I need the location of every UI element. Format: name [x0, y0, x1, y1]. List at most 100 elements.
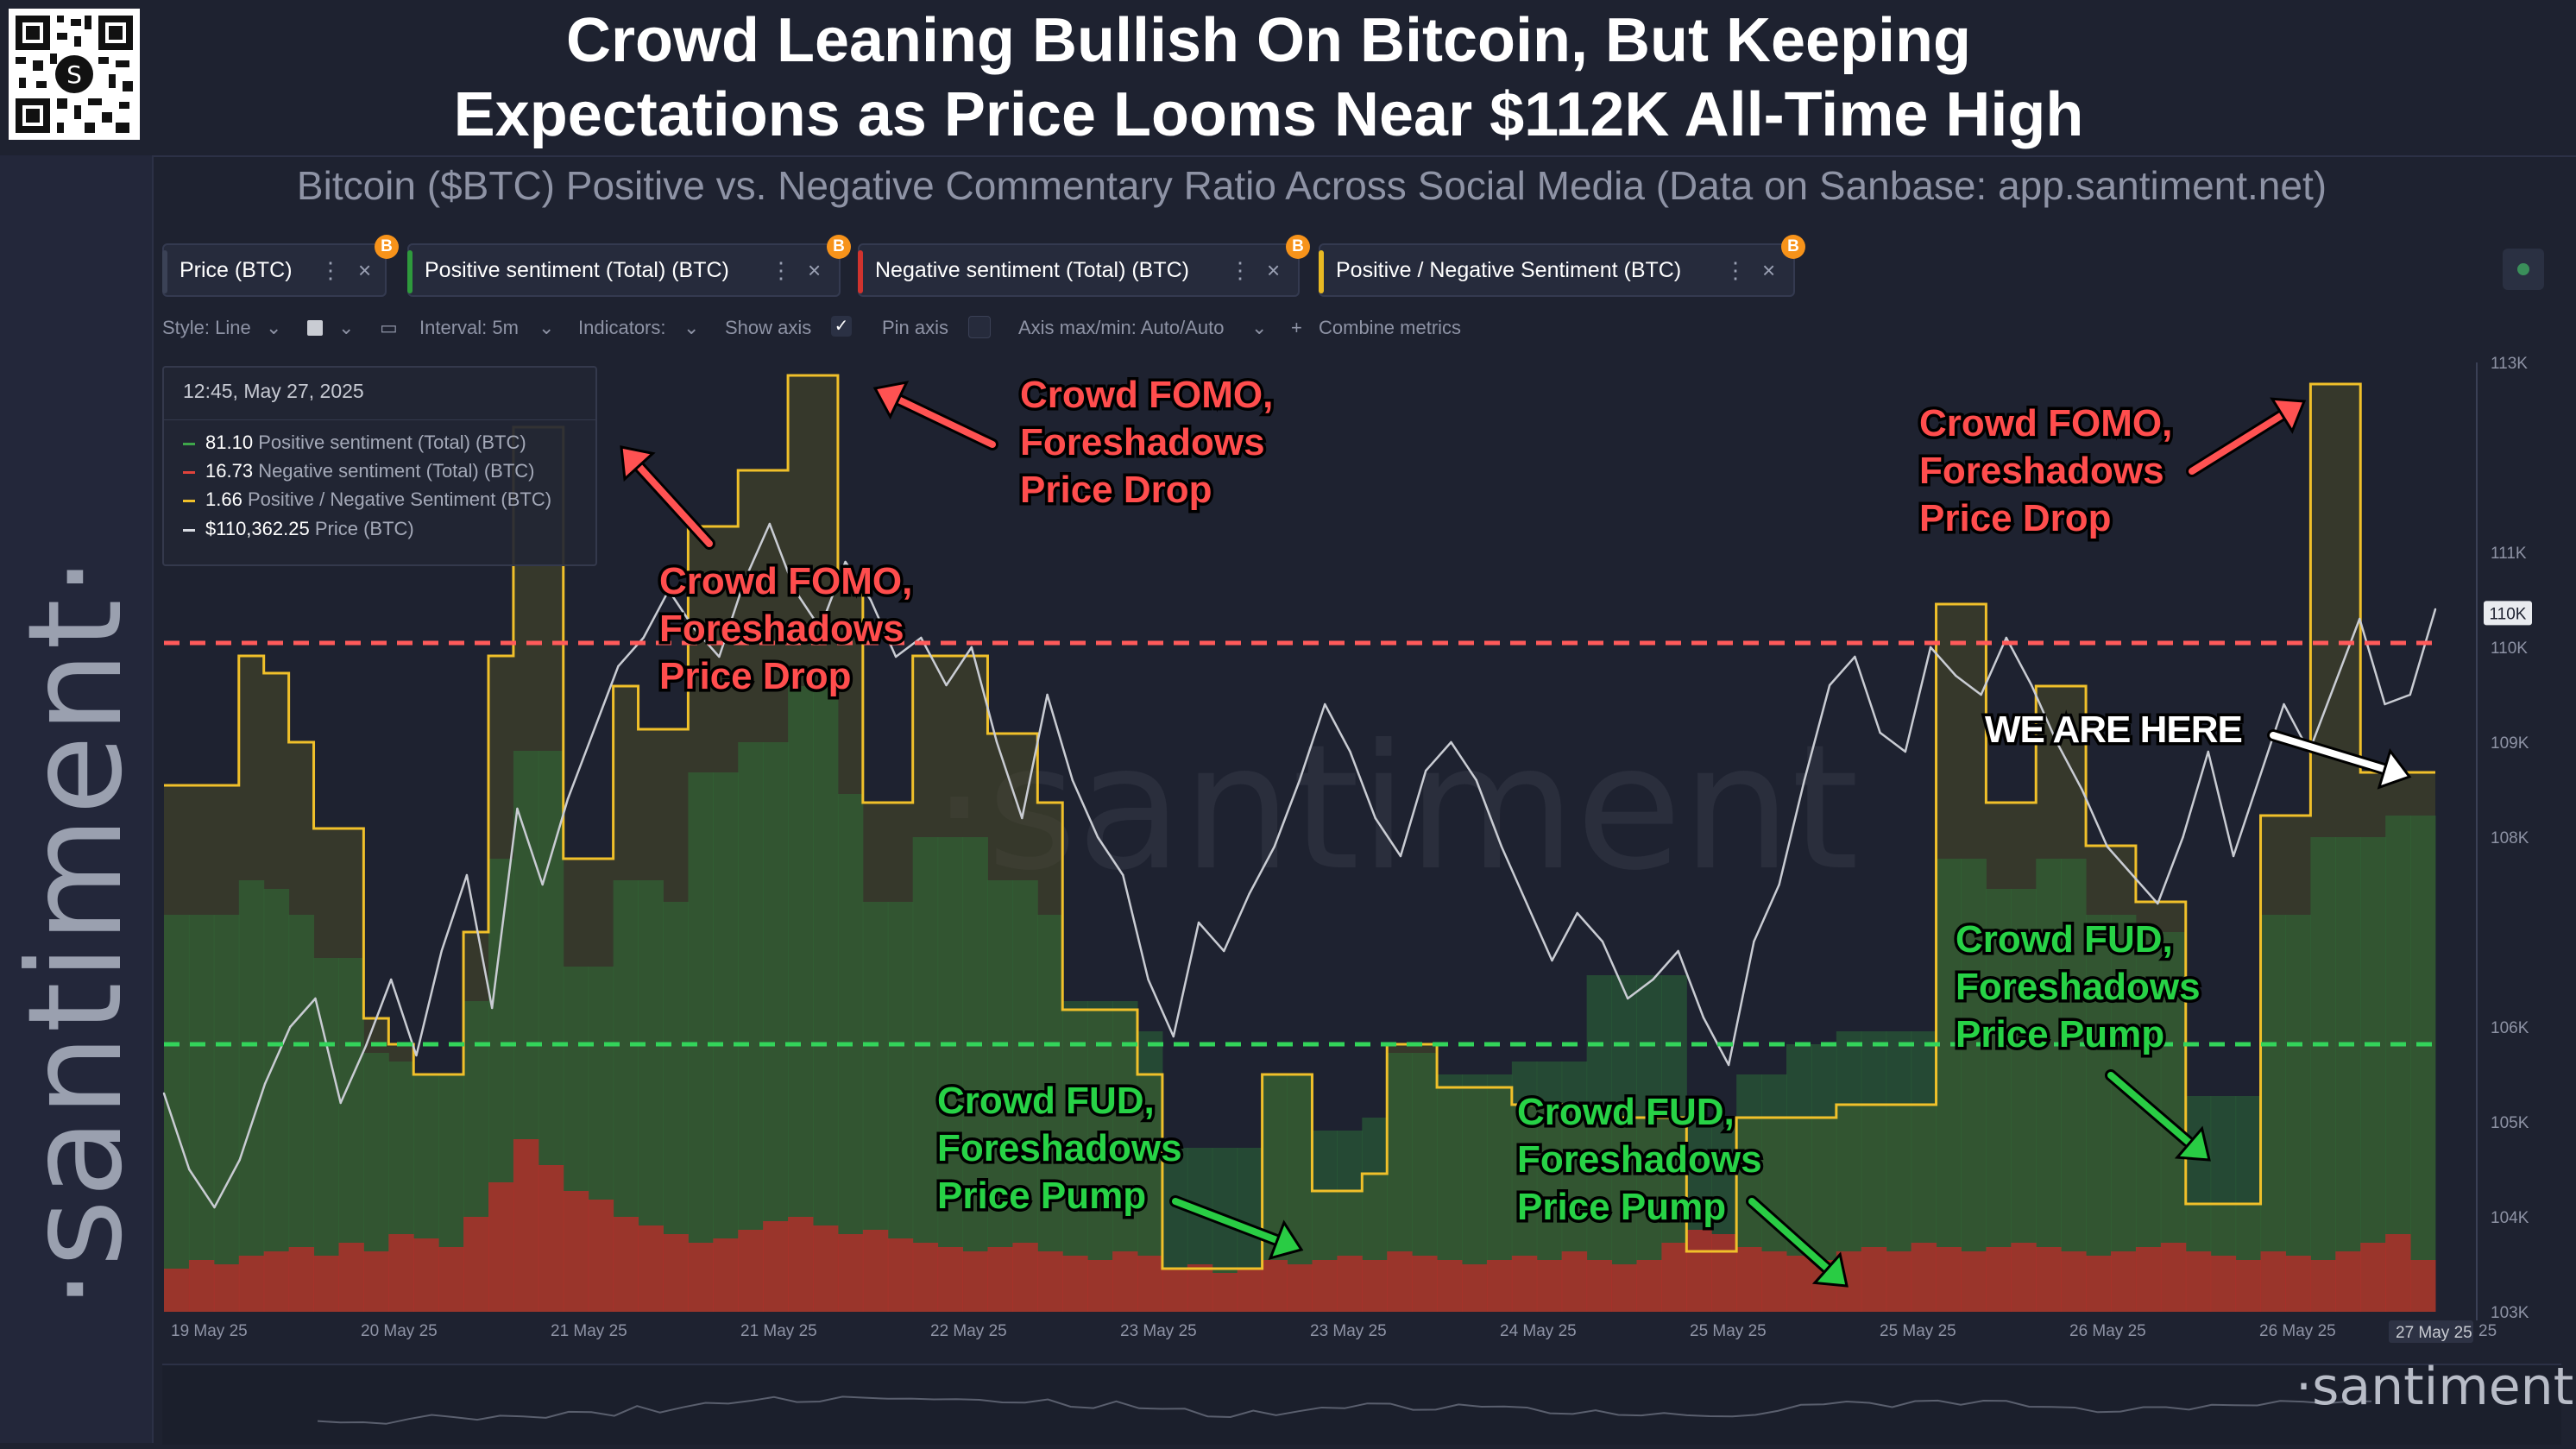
negative-sentiment-bar	[1162, 1269, 1188, 1312]
price-point	[1929, 646, 1932, 649]
current-date-marker	[2389, 1320, 2473, 1343]
more-icon[interactable]: ⋮	[770, 257, 792, 283]
negative-sentiment-bar	[2210, 1256, 2237, 1312]
tab-ratio[interactable]: Positive / Negative Sentiment (BTC) ⋮ × …	[1319, 235, 1805, 297]
chevron-down-icon[interactable]: ⌄	[539, 317, 555, 338]
negative-sentiment-bar	[638, 1225, 664, 1312]
more-icon[interactable]: ⋮	[319, 257, 342, 283]
tab-color-bar	[1319, 250, 1324, 293]
close-icon[interactable]: ×	[1762, 257, 1776, 283]
positive-sentiment-bar	[937, 837, 964, 1312]
negative-sentiment-bar	[1961, 1251, 1987, 1312]
vertical-brand-text: ·santiment·	[1, 554, 151, 1310]
indicators-select[interactable]: Indicators:	[578, 317, 666, 338]
price-point	[1677, 949, 1679, 953]
price-point	[1626, 997, 1629, 1000]
chevron-down-icon[interactable]: ⌄	[1251, 317, 1268, 338]
positive-sentiment-bar	[2061, 859, 2087, 1312]
tab-color-bar	[162, 250, 167, 293]
negative-sentiment-bar	[1187, 1264, 1213, 1312]
show-axis-checkbox[interactable]: ✓	[831, 316, 852, 337]
chevron-down-icon[interactable]: ⌄	[338, 317, 355, 338]
negative-sentiment-bar	[1486, 1260, 1513, 1312]
style-select[interactable]: Style: Line	[162, 317, 251, 338]
y-tick-label: 111K	[2491, 545, 2527, 563]
price-point	[1248, 892, 1250, 896]
combine-metrics-button[interactable]: Combine metrics	[1319, 317, 1462, 338]
negative-sentiment-bar	[937, 1247, 964, 1312]
axis-minmax-select[interactable]: Axis max/min: Auto/Auto	[1018, 317, 1225, 338]
x-tick-label: 27 May 25	[2396, 1324, 2472, 1342]
y-tick-label: 113K	[2491, 355, 2528, 373]
positive-sentiment-bar	[837, 794, 864, 1312]
annotation-label: Price Drop	[1020, 469, 1212, 511]
negative-sentiment-bar	[2235, 1260, 2262, 1312]
price-point	[213, 1206, 216, 1209]
positive-sentiment-bar	[1037, 915, 1063, 1312]
chevron-down-icon[interactable]: ⌄	[266, 317, 282, 338]
annotation-label: Foreshadows	[1956, 966, 2201, 1008]
y-tick-label: 104K	[2491, 1209, 2529, 1227]
range-navigator[interactable]	[162, 1364, 2561, 1445]
price-point	[1122, 873, 1124, 877]
pin-axis-checkbox[interactable]	[968, 316, 991, 338]
positive-sentiment-bar	[2036, 859, 2062, 1312]
y-tick-label: 106K	[2491, 1019, 2529, 1037]
price-point	[2056, 740, 2058, 744]
y-tick-label: 109K	[2491, 734, 2529, 753]
price-point	[1425, 769, 1427, 772]
price-point	[1727, 1063, 1730, 1067]
positive-sentiment-bar	[164, 915, 190, 1312]
positive-sentiment-bar	[2285, 915, 2311, 1312]
price-point	[314, 997, 317, 1000]
plus-icon[interactable]: +	[1291, 317, 1302, 338]
negative-sentiment-bar	[1586, 1260, 1613, 1312]
tab-price[interactable]: Price (BTC) ⋮ × B	[162, 235, 399, 297]
close-icon[interactable]: ×	[358, 257, 372, 283]
current-price-label: 110K	[2490, 605, 2527, 623]
positive-sentiment-bar	[2385, 816, 2411, 1312]
positive-sentiment-bar	[1986, 889, 2012, 1312]
color-swatch-icon[interactable]	[307, 320, 323, 336]
y-tick-label: 105K	[2491, 1114, 2529, 1132]
negative-sentiment-bar	[263, 1251, 290, 1312]
bitcoin-badge-icon: B	[375, 235, 399, 259]
price-point	[945, 684, 948, 687]
negative-sentiment-bar	[1262, 1260, 1288, 1312]
price-point	[1374, 816, 1376, 820]
negative-sentiment-bar	[2011, 1243, 2037, 1312]
tab-positive-sentiment[interactable]: Positive sentiment (Total) (BTC) ⋮ × B	[407, 235, 851, 297]
price-point	[692, 627, 696, 630]
negative-sentiment-bar	[288, 1247, 315, 1312]
negative-sentiment-bar	[1911, 1243, 1937, 1312]
annotation-label: Price Drop	[1919, 497, 2112, 539]
x-tick-label: 19 May 25	[171, 1322, 248, 1340]
title-line-1: Crowd Leaning Bullish On Bitcoin, But Ke…	[566, 6, 1971, 75]
x-tick-label: 23 May 25	[1120, 1322, 1197, 1340]
positive-sentiment-bar	[2111, 915, 2137, 1312]
price-point	[2131, 873, 2134, 877]
price-point	[162, 1092, 166, 1095]
negative-sentiment-bar	[2111, 1251, 2137, 1312]
positive-sentiment-bar	[2260, 915, 2286, 1312]
tooltip-row: $110,362.25 Price (BTC)	[183, 518, 414, 540]
close-icon[interactable]: ×	[808, 257, 822, 283]
interval-select[interactable]: Interval: 5m	[419, 317, 519, 338]
more-icon[interactable]: ⋮	[1229, 257, 1251, 283]
tooltip-label: Positive / Negative Sentiment (BTC)	[247, 488, 552, 510]
positive-sentiment-bar	[288, 915, 315, 1312]
more-icon[interactable]: ⋮	[1724, 257, 1747, 283]
live-toggle[interactable]	[2503, 249, 2544, 290]
negative-sentiment-bar	[1387, 1251, 1413, 1312]
chevron-down-icon[interactable]: ⌄	[683, 317, 700, 338]
tab-negative-sentiment[interactable]: Negative sentiment (Total) (BTC) ⋮ × B	[858, 235, 1310, 297]
negative-sentiment-bar	[2335, 1251, 2361, 1312]
price-point	[2434, 608, 2437, 611]
price-point	[743, 579, 746, 583]
x-tick-label: 22 May 25	[930, 1322, 1007, 1340]
positive-sentiment-bar	[1611, 975, 1637, 1312]
negative-sentiment-bar	[463, 1217, 489, 1312]
price-point	[2409, 693, 2411, 696]
close-icon[interactable]: ×	[1267, 257, 1281, 283]
price-point	[2081, 788, 2083, 791]
